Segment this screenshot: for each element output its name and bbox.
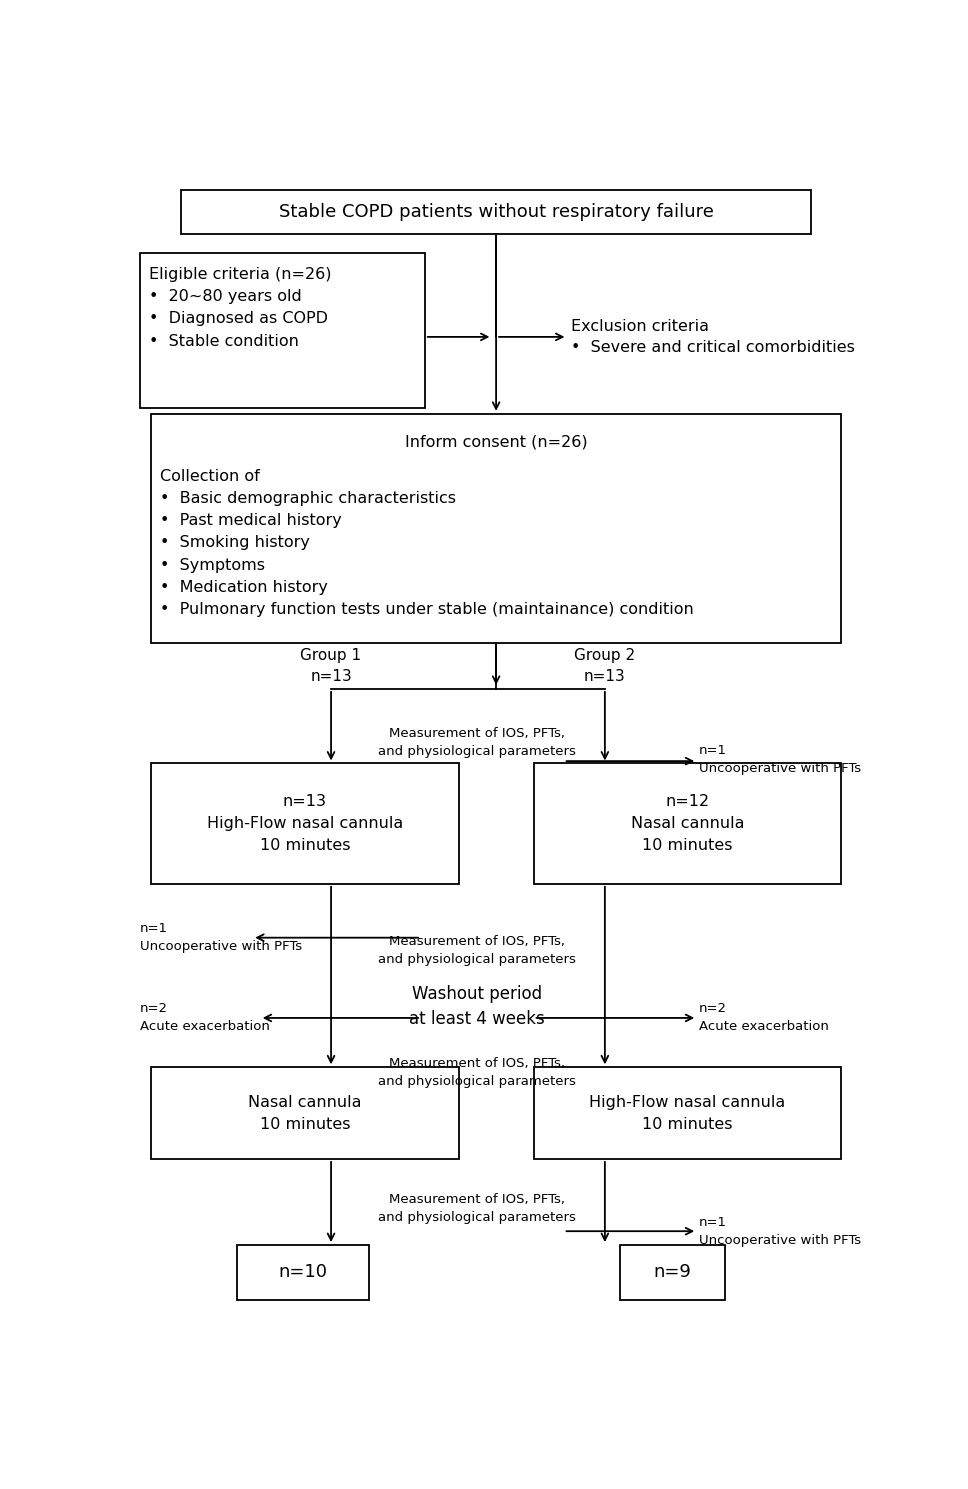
Text: n=9: n=9 (653, 1264, 691, 1282)
Text: Measurement of IOS, PFTs,
and physiological parameters: Measurement of IOS, PFTs, and physiologi… (378, 1193, 576, 1224)
Text: Measurement of IOS, PFTs,
and physiological parameters: Measurement of IOS, PFTs, and physiologi… (378, 1057, 576, 1088)
Text: Washout period
at least 4 weeks: Washout period at least 4 weeks (409, 986, 545, 1027)
Bar (139, 253, 425, 408)
Text: n=1
Uncooperative with PFTs: n=1 Uncooperative with PFTs (699, 1215, 861, 1246)
Text: Stable COPD patients without respiratory failure: Stable COPD patients without respiratory… (279, 203, 713, 220)
Text: n=1
Uncooperative with PFTs: n=1 Uncooperative with PFTs (699, 744, 861, 776)
Bar (237, 1245, 369, 1300)
Text: Measurement of IOS, PFTs,
and physiological parameters: Measurement of IOS, PFTs, and physiologi… (378, 727, 576, 758)
Text: n=12
Nasal cannula
10 minutes: n=12 Nasal cannula 10 minutes (630, 794, 744, 853)
Text: Collection of
•  Basic demographic characteristics
•  Past medical history
•  Sm: Collection of • Basic demographic charac… (160, 469, 694, 616)
Text: Group 1
n=13: Group 1 n=13 (300, 648, 362, 683)
Text: Group 2
n=13: Group 2 n=13 (574, 648, 635, 683)
Text: Measurement of IOS, PFTs,
and physiological parameters: Measurement of IOS, PFTs, and physiologi… (378, 935, 576, 966)
Bar (620, 1245, 725, 1300)
Text: High-Flow nasal cannula
10 minutes: High-Flow nasal cannula 10 minutes (590, 1094, 785, 1132)
Text: Eligible criteria (n=26)
•  20~80 years old
•  Diagnosed as COPD
•  Stable condi: Eligible criteria (n=26) • 20~80 years o… (149, 267, 331, 348)
Bar (151, 414, 841, 643)
Text: Exclusion criteria
•  Severe and critical comorbidities: Exclusion criteria • Severe and critical… (571, 319, 855, 354)
Bar (181, 191, 811, 234)
Text: Nasal cannula
10 minutes: Nasal cannula 10 minutes (248, 1094, 362, 1132)
Bar (533, 1068, 841, 1158)
Text: n=2
Acute exacerbation: n=2 Acute exacerbation (699, 1002, 829, 1033)
Text: n=13
High-Flow nasal cannula
10 minutes: n=13 High-Flow nasal cannula 10 minutes (207, 794, 403, 853)
Text: n=2
Acute exacerbation: n=2 Acute exacerbation (139, 1002, 270, 1033)
Text: n=10: n=10 (279, 1264, 327, 1282)
Bar (151, 764, 459, 884)
Text: Inform consent (n=26): Inform consent (n=26) (405, 435, 588, 450)
Bar (533, 764, 841, 884)
Text: n=1
Uncooperative with PFTs: n=1 Uncooperative with PFTs (139, 922, 302, 953)
Bar (151, 1068, 459, 1158)
